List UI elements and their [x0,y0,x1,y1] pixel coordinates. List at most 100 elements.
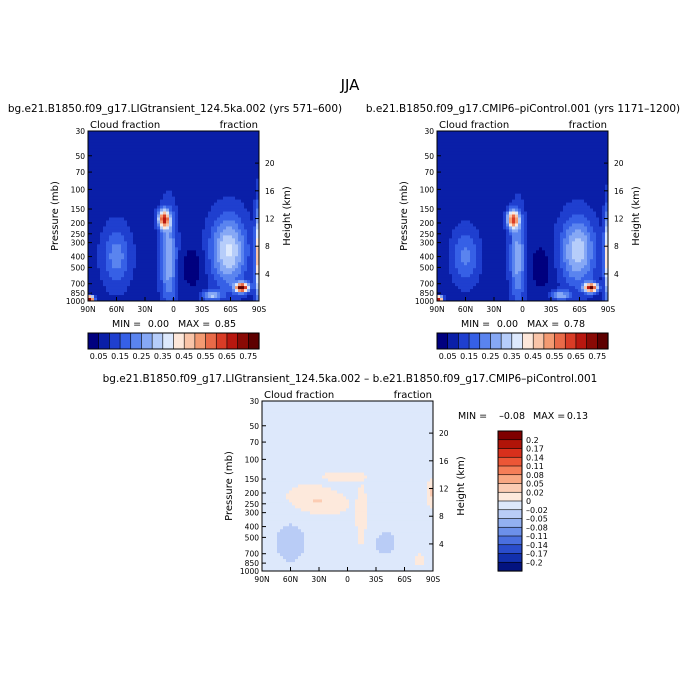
contour-cell [175,298,179,301]
contour-cell [238,235,242,239]
contour-cell [118,271,122,275]
contour-cell [205,298,209,301]
contour-cell [455,142,459,147]
contour-cell [109,256,113,260]
contour-cell [172,148,176,153]
contour-cell [446,181,450,186]
contour-cell [181,199,185,204]
contour-cell [205,286,209,290]
contour-cell [154,131,158,135]
contour-cell [506,268,510,272]
contour-cell [94,244,98,248]
contour-cell [256,250,259,254]
colorbar-label: 0.25 [133,352,151,361]
contour-cell [115,220,119,225]
contour-cell [238,148,242,153]
contour-cell [196,163,200,168]
contour-cell [202,193,206,198]
contour-cell [506,274,510,278]
contour-cell [464,202,468,207]
contour-cell [115,214,119,219]
contour-cell [160,244,164,248]
contour-cell [100,136,104,141]
contour-cell [151,163,155,168]
contour-cell [497,286,501,290]
contour-cell [449,298,453,301]
contour-cell [115,259,119,263]
contour-cell [187,151,191,156]
contour-cell [244,202,248,207]
contour-cell [443,196,447,201]
contour-cell [232,142,236,147]
contour-cell [470,196,474,201]
contour-cell [130,193,134,198]
contour-cell [181,268,185,272]
contour-cell [518,166,522,171]
contour-cell [256,223,259,228]
contour-cell [220,181,224,186]
contour-cell [226,229,230,233]
contour-cell [440,250,444,254]
contour-cell [452,196,456,201]
contour-cell [515,136,519,141]
contour-cell [220,184,224,189]
contour-cell [181,175,185,180]
contour-cell [175,274,179,278]
contour-cell [154,271,158,275]
contour-cell [88,286,92,290]
contour-cell [202,271,206,275]
contour-cell [506,133,510,138]
contour-cell [163,136,167,141]
contour-cell [521,271,525,275]
contour-cell [193,133,197,138]
contour-cell [88,268,92,272]
contour-cell [452,187,456,192]
contour-cell [476,199,480,204]
contour-cell [521,295,525,299]
contour-cell [121,166,125,171]
contour-cell [226,205,230,210]
contour-cell [211,166,215,171]
contour-cell [446,268,450,272]
contour-cell [175,271,179,275]
contour-cell [250,235,254,239]
contour-cell [154,217,158,222]
contour-cell [145,262,149,266]
contour-cell [488,241,492,245]
contour-cell [232,277,236,281]
contour-cell [178,163,182,168]
contour-cell [124,133,128,138]
contour-cell [88,211,92,216]
contour-cell [449,286,453,290]
contour-cell [446,292,450,296]
contour-cell [497,253,501,257]
contour-cell [479,256,483,260]
contour-cell [440,196,444,201]
contour-cell [509,181,513,186]
contour-cell [172,235,176,239]
contour-cell [157,163,161,168]
contour-cell [151,157,155,162]
contour-cell [521,145,525,150]
contour-cell [202,187,206,192]
contour-cell [139,175,143,180]
contour-cell [94,160,98,165]
contour-cell [187,250,191,254]
contour-cell [136,214,140,219]
contour-cell [223,265,227,269]
contour-cell [112,232,116,236]
contour-cell [157,205,161,210]
contour-cell [133,151,137,156]
contour-cell [229,232,233,236]
contour-cell [109,196,113,201]
contour-cell [232,235,236,239]
contour-cell [226,208,230,213]
contour-cell [187,241,191,245]
colorbar-swatch [130,332,143,350]
contour-cell [205,295,209,299]
contour-cell [446,271,450,275]
contour-cell [518,184,522,189]
contour-cell [172,286,176,290]
contour-cell [148,289,152,293]
contour-cell [470,187,474,192]
